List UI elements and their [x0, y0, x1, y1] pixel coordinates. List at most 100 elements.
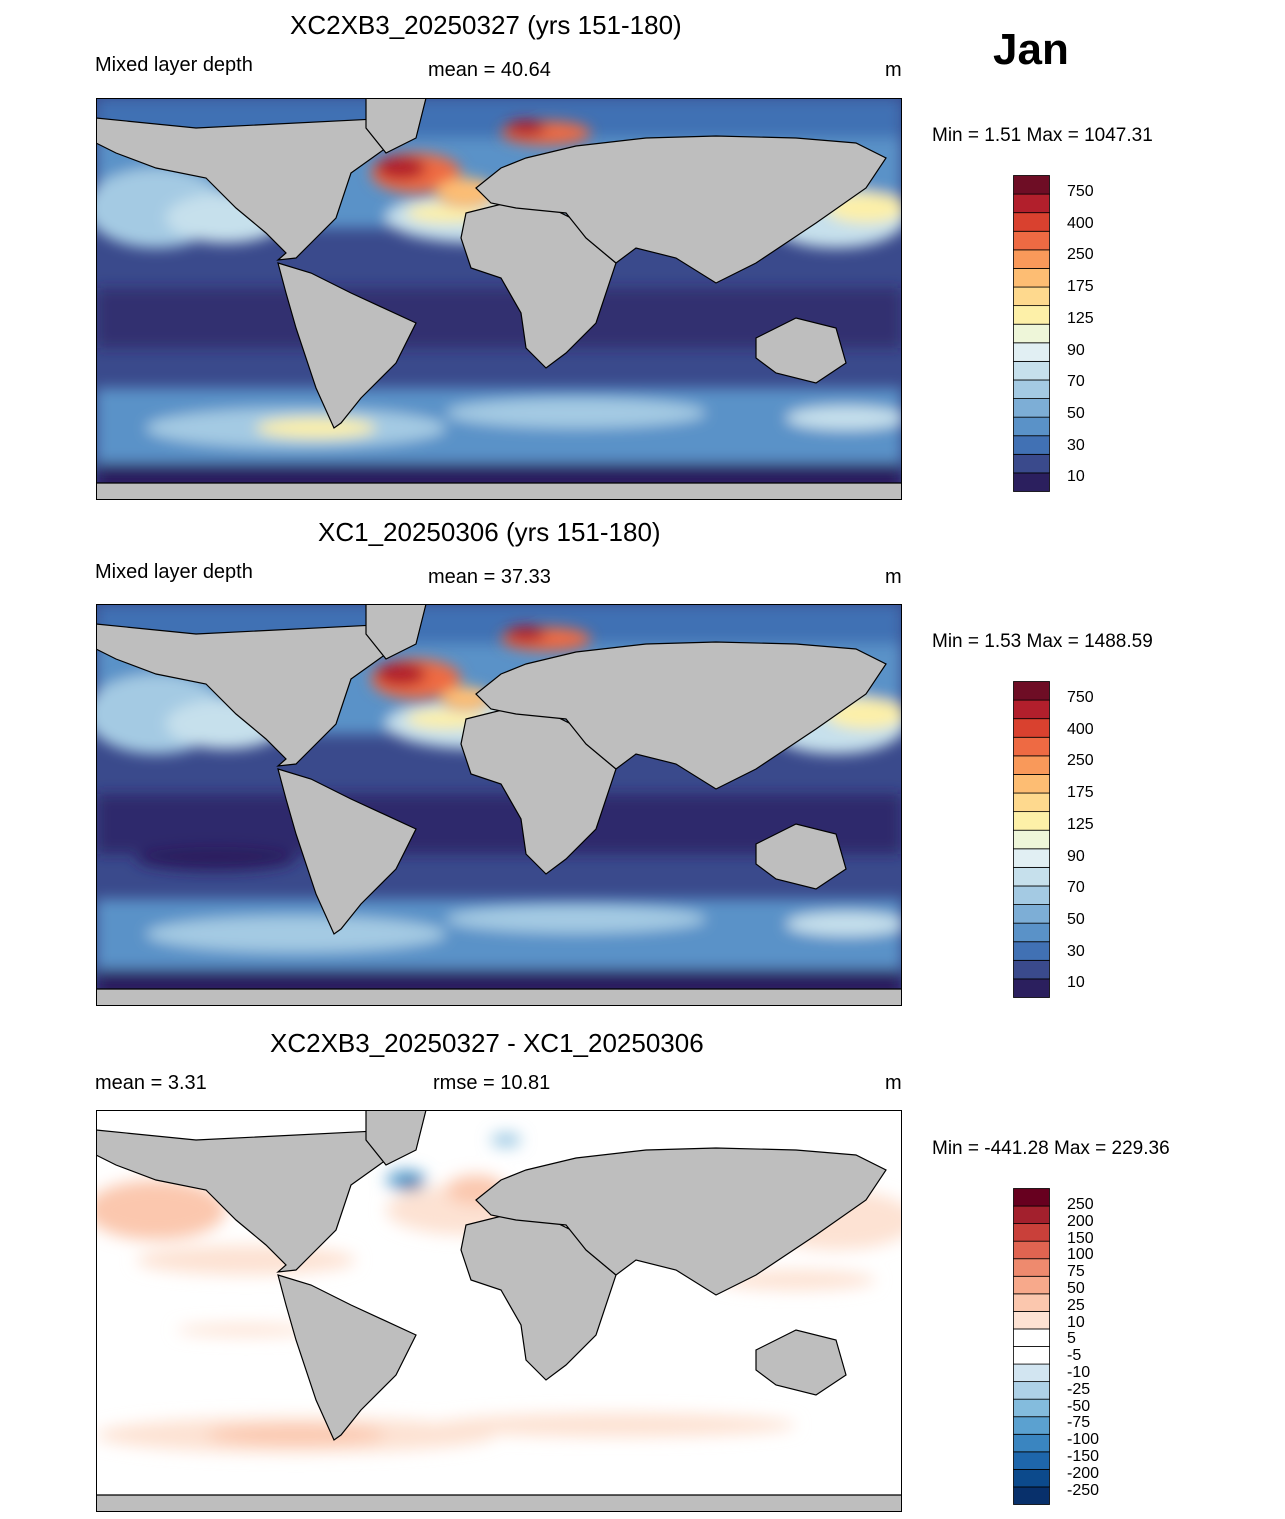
colorbar-swatch: [1013, 1433, 1050, 1453]
colorbar-swatch: [1013, 1188, 1050, 1207]
panel-3-units: m: [885, 1072, 902, 1094]
colorbar-swatch: [1013, 1451, 1050, 1470]
colorbar-label: 10: [1067, 974, 1085, 992]
colorbar-label: 125: [1067, 815, 1094, 833]
colorbar-swatch: [1013, 193, 1050, 214]
colorbar-swatch: [1013, 1381, 1050, 1400]
colorbar-swatch: [1013, 175, 1050, 195]
colorbar-swatch: [1013, 885, 1050, 905]
colorbar-swatch: [1013, 360, 1050, 381]
colorbar-swatch: [1013, 792, 1050, 813]
panel-3-mean: mean = 3.31: [95, 1072, 207, 1094]
colorbar-swatch: [1013, 1223, 1050, 1242]
colorbar-label: 70: [1067, 373, 1085, 391]
month-label: Jan: [993, 25, 1069, 74]
colorbar-label: 5: [1067, 1330, 1076, 1348]
colorbar-label: 150: [1067, 1229, 1094, 1247]
panel-1-minmax: Min = 1.51 Max = 1047.31: [932, 125, 1153, 146]
colorbar-swatch: [1013, 1346, 1050, 1365]
colorbar-swatch: [1013, 978, 1050, 998]
colorbar-swatch: [1013, 230, 1050, 251]
colorbar-label: -200: [1067, 1464, 1100, 1482]
colorbar-label: 90: [1067, 341, 1085, 359]
panel-1-mean: mean = 40.64: [428, 59, 551, 81]
colorbar-label: 100: [1067, 1246, 1094, 1264]
colorbar-swatch: [1013, 755, 1050, 775]
colorbar-swatch: [1013, 1363, 1050, 1383]
panel-1-units: m: [885, 59, 902, 81]
colorbar-swatch: [1013, 811, 1050, 831]
colorbar-label: 70: [1067, 879, 1085, 897]
panel-3-rmse: rmse = 10.81: [433, 1072, 551, 1094]
colorbar-label: 75: [1067, 1263, 1085, 1281]
colorbar-swatch: [1013, 774, 1050, 794]
colorbar-swatch: [1013, 379, 1050, 399]
colorbar-swatch: [1013, 699, 1050, 720]
colorbar-swatch: [1013, 904, 1050, 924]
colorbar-label: 30: [1067, 942, 1085, 960]
colorbar-swatch: [1013, 848, 1050, 868]
colorbar-label: 175: [1067, 784, 1094, 802]
panel-2-colorbar: [1013, 681, 1051, 1001]
colorbar-label: 750: [1067, 183, 1094, 200]
colorbar-swatch: [1013, 1486, 1050, 1505]
colorbar-swatch: [1013, 1275, 1050, 1295]
colorbar-label: 250: [1067, 246, 1094, 264]
panel-2-title: XC1_20250306 (yrs 151-180): [318, 517, 661, 547]
colorbar-label: 250: [1067, 1196, 1094, 1213]
panel-2-minmax: Min = 1.53 Max = 1488.59: [932, 631, 1153, 652]
colorbar-label: 50: [1067, 910, 1085, 928]
panel-2-variable-label: Mixed layer depth: [95, 561, 253, 583]
colorbar-swatch: [1013, 1398, 1050, 1418]
colorbar-swatch: [1013, 736, 1050, 757]
colorbar-label: 90: [1067, 847, 1085, 865]
panel-2-map: [96, 604, 902, 1006]
colorbar-swatch: [1013, 342, 1050, 362]
colorbar-label: -25: [1067, 1380, 1091, 1398]
colorbar-label: -10: [1067, 1364, 1091, 1381]
colorbar-swatch: [1013, 268, 1050, 288]
colorbar-label: -150: [1067, 1448, 1100, 1465]
colorbar-label: 10: [1067, 468, 1085, 486]
colorbar-swatch: [1013, 472, 1050, 492]
panel-3-title: XC2XB3_20250327 - XC1_20250306: [270, 1028, 704, 1058]
colorbar-label: 400: [1067, 214, 1094, 232]
colorbar-swatch: [1013, 249, 1050, 269]
colorbar-label: 10: [1067, 1313, 1085, 1331]
panel-1-colorbar: [1013, 175, 1051, 495]
colorbar-label: 250: [1067, 752, 1094, 770]
panel-3-colorbar: [1013, 1188, 1051, 1506]
colorbar-swatch: [1013, 1310, 1050, 1330]
colorbar-label: 125: [1067, 309, 1094, 327]
colorbar-label: -75: [1067, 1414, 1091, 1432]
colorbar-swatch: [1013, 1328, 1050, 1347]
colorbar-label: 200: [1067, 1212, 1094, 1230]
colorbar-swatch: [1013, 866, 1050, 887]
colorbar-label: -50: [1067, 1397, 1091, 1415]
colorbar-swatch: [1013, 1258, 1050, 1277]
colorbar-swatch: [1013, 323, 1050, 344]
colorbar-swatch: [1013, 212, 1050, 232]
colorbar-label: 400: [1067, 720, 1094, 738]
colorbar-swatch: [1013, 1416, 1050, 1435]
panel-3-map: [96, 1110, 902, 1512]
colorbar-swatch: [1013, 959, 1050, 980]
colorbar-swatch: [1013, 286, 1050, 307]
colorbar-label: -250: [1067, 1481, 1100, 1499]
colorbar-swatch: [1013, 718, 1050, 738]
colorbar-label: -100: [1067, 1431, 1100, 1449]
colorbar-swatch: [1013, 829, 1050, 850]
colorbar-swatch: [1013, 1240, 1050, 1260]
colorbar-label: 30: [1067, 436, 1085, 454]
colorbar-label: 50: [1067, 404, 1085, 422]
colorbar-swatch: [1013, 305, 1050, 325]
colorbar-swatch: [1013, 1205, 1050, 1225]
colorbar-swatch: [1013, 398, 1050, 418]
panel-1-map: [96, 98, 902, 500]
colorbar-label: 175: [1067, 278, 1094, 296]
colorbar-label: 50: [1067, 1280, 1085, 1297]
colorbar-swatch: [1013, 1468, 1050, 1488]
panel-1-variable-label: Mixed layer depth: [95, 54, 253, 76]
colorbar-swatch: [1013, 435, 1050, 455]
colorbar-swatch: [1013, 941, 1050, 961]
